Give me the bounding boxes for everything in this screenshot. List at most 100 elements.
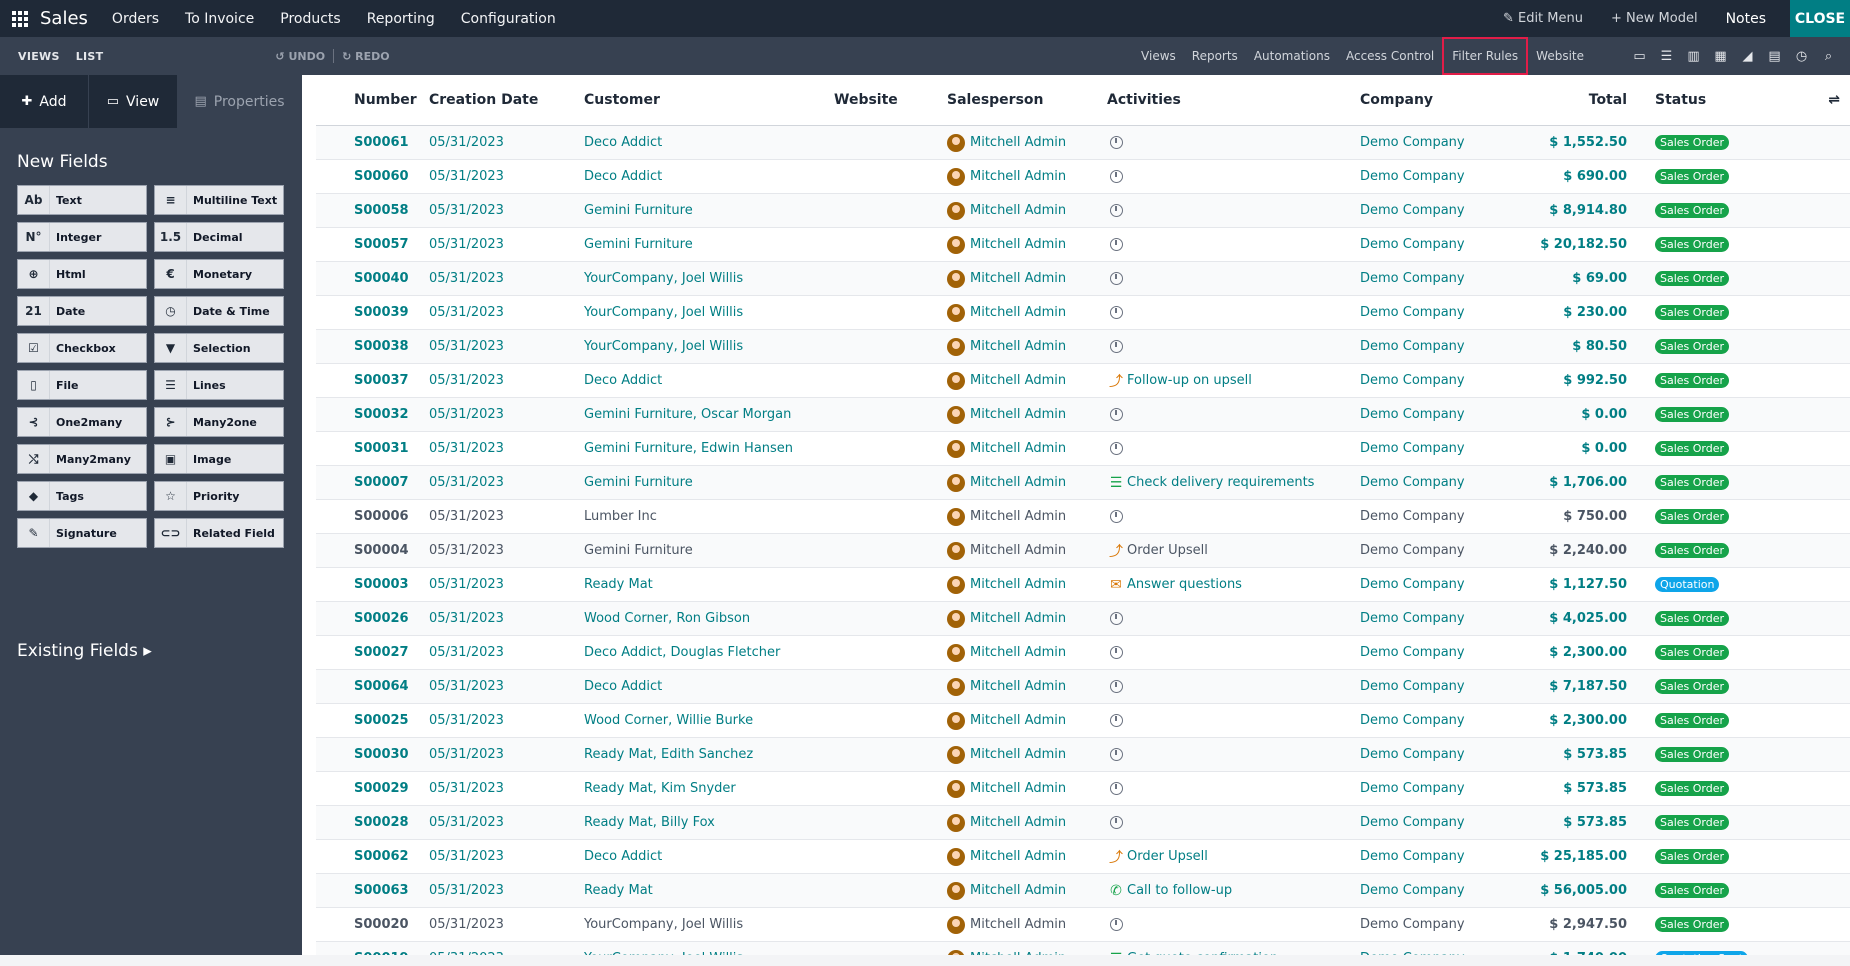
clock-icon[interactable]: [1110, 612, 1123, 625]
table-row[interactable]: S00028 05/31/2023 Ready Mat, Billy Fox Mitc…: [316, 806, 1850, 840]
table-row[interactable]: S00029 05/31/2023 Ready Mat, Kim Snyder Mit…: [316, 772, 1850, 806]
clock-icon[interactable]: [1110, 442, 1123, 455]
field-checkbox-button[interactable]: ☑ Checkbox: [17, 333, 147, 363]
app-brand[interactable]: Sales: [40, 8, 88, 29]
kanban-view-icon[interactable]: ▥: [1687, 48, 1700, 64]
graph-view-icon[interactable]: ◢: [1742, 48, 1753, 64]
table-row[interactable]: S00004 05/31/2023 Gemini Furniture Mitchell…: [316, 534, 1850, 568]
clock-icon[interactable]: [1110, 306, 1123, 319]
menu-to-invoice[interactable]: To Invoice: [185, 10, 255, 27]
clock-icon[interactable]: [1110, 340, 1123, 353]
table-row[interactable]: S00058 05/31/2023 Gemini Furniture Mitchell…: [316, 194, 1850, 228]
clock-icon[interactable]: [1110, 646, 1123, 659]
notes-button[interactable]: Notes: [1725, 10, 1766, 27]
activity-summary[interactable]: Answer questions: [1127, 577, 1242, 592]
menu-orders[interactable]: Orders: [111, 10, 160, 27]
field-selection-button[interactable]: ▼ Selection: [154, 333, 284, 363]
field-many2many-button[interactable]: ⤭ Many2many: [17, 444, 147, 474]
search-view-icon[interactable]: ⌕: [1824, 48, 1833, 64]
header-creation-date[interactable]: Creation Date: [429, 92, 539, 108]
menu-products[interactable]: Products: [280, 10, 341, 27]
clock-icon[interactable]: [1110, 748, 1123, 761]
field-monetary-button[interactable]: € Monetary: [154, 259, 284, 289]
field-many2one-button[interactable]: ⊱ Many2one: [154, 407, 284, 437]
activity-summary[interactable]: Order Upsell: [1127, 543, 1208, 558]
pivot-view-icon[interactable]: ▤: [1768, 48, 1781, 64]
clock-icon[interactable]: [1110, 782, 1123, 795]
undo-button[interactable]: ↺ UNDO: [275, 50, 325, 63]
form-view-icon[interactable]: ▭: [1633, 48, 1646, 64]
clock-icon[interactable]: [1110, 136, 1123, 149]
edit-menu-link[interactable]: ✎ Edit Menu: [1503, 11, 1583, 26]
table-row[interactable]: S00064 05/31/2023 Deco Addict Mitchell Admi…: [316, 670, 1850, 704]
activity-view-icon[interactable]: ◷: [1795, 48, 1808, 64]
tab-website[interactable]: Website: [1536, 49, 1584, 63]
apps-menu-button[interactable]: [0, 0, 40, 37]
phone-activity-icon[interactable]: ✆: [1110, 883, 1122, 898]
field-tags-button[interactable]: ◆ Tags: [17, 481, 147, 511]
table-row[interactable]: S00025 05/31/2023 Wood Corner, Willie Burk…: [316, 704, 1850, 738]
clock-icon[interactable]: [1110, 272, 1123, 285]
up-activity-icon[interactable]: ⤴: [1109, 543, 1123, 559]
field-one2many-button[interactable]: ⊰ One2many: [17, 407, 147, 437]
menu-configuration[interactable]: Configuration: [460, 10, 556, 27]
header-company[interactable]: Company: [1360, 92, 1434, 108]
close-button[interactable]: CLOSE: [1790, 0, 1850, 37]
table-row[interactable]: S00061 05/31/2023 Deco Addict Mitchell Admi…: [316, 126, 1850, 160]
table-row[interactable]: S00060 05/31/2023 Deco Addict Mitchell Admi…: [316, 160, 1850, 194]
header-customer[interactable]: Customer: [584, 92, 660, 108]
activity-summary[interactable]: Check delivery requirements: [1127, 475, 1315, 490]
table-row[interactable]: S00038 05/31/2023 YourCompany, Joel Willis…: [316, 330, 1850, 364]
table-row[interactable]: S00003 05/31/2023 Ready Mat Mitchell Admin ✉…: [316, 568, 1850, 602]
mail-activity-icon[interactable]: ✉: [1110, 577, 1122, 592]
field-html-button[interactable]: ⊕ Html: [17, 259, 147, 289]
breadcrumb-views[interactable]: VIEWS: [18, 49, 60, 63]
table-row[interactable]: S00062 05/31/2023 Deco Addict Mitchell Admi…: [316, 840, 1850, 874]
activity-summary[interactable]: Get quote confirmation: [1127, 951, 1278, 955]
field-file-button[interactable]: ▯ File: [17, 370, 147, 400]
clock-icon[interactable]: [1110, 680, 1123, 693]
tab-automations[interactable]: Automations: [1253, 49, 1330, 63]
clock-icon[interactable]: [1110, 816, 1123, 829]
up-activity-icon[interactable]: ⤴: [1109, 373, 1123, 389]
clock-icon[interactable]: [1110, 408, 1123, 421]
tab-views[interactable]: Views: [1141, 49, 1176, 63]
calendar-view-icon[interactable]: ▦: [1714, 48, 1727, 64]
sidebar-tab-view[interactable]: ▭ View: [88, 75, 177, 128]
activity-summary[interactable]: Follow-up on upsell: [1127, 373, 1252, 388]
field-multiline-text-button[interactable]: ≡ Multiline Text: [154, 185, 284, 215]
table-row[interactable]: S00037 05/31/2023 Deco Addict Mitchell Admi…: [316, 364, 1850, 398]
tab-reports[interactable]: Reports: [1191, 49, 1238, 63]
clock-icon[interactable]: [1110, 714, 1123, 727]
new-model-link[interactable]: + New Model: [1611, 11, 1698, 26]
sidebar-tab-properties[interactable]: ▤ Properties: [177, 75, 302, 128]
field-date-time-button[interactable]: ◷ Date & Time: [154, 296, 284, 326]
list-view-icon[interactable]: ☰: [1660, 48, 1673, 64]
field-image-button[interactable]: ▣ Image: [154, 444, 284, 474]
header-status[interactable]: Status: [1655, 92, 1707, 108]
table-row[interactable]: S00027 05/31/2023 Deco Addict, Douglas Fle…: [316, 636, 1850, 670]
field-lines-button[interactable]: ☰ Lines: [154, 370, 284, 400]
table-row[interactable]: S00006 05/31/2023 Lumber Inc Mitchell Admin…: [316, 500, 1850, 534]
optional-columns-icon[interactable]: ⇌: [1828, 92, 1840, 108]
list-activity-icon[interactable]: ☰: [1107, 951, 1125, 955]
table-row[interactable]: S00020 05/31/2023 YourCompany, Joel Willis…: [316, 908, 1850, 942]
tab-access-control[interactable]: Access Control: [1345, 49, 1435, 63]
activity-summary[interactable]: Order Upsell: [1127, 849, 1208, 864]
list-activity-icon[interactable]: ☰: [1109, 475, 1123, 490]
header-salesperson[interactable]: Salesperson: [947, 92, 1044, 108]
activity-summary[interactable]: Call to follow-up: [1127, 883, 1233, 898]
clock-icon[interactable]: [1110, 918, 1123, 931]
clock-icon[interactable]: [1110, 238, 1123, 251]
header-website[interactable]: Website: [834, 92, 898, 108]
field-related-field-button[interactable]: ⊂⊃ Related Field: [154, 518, 284, 548]
table-row[interactable]: S00007 05/31/2023 Gemini Furniture Mitchell…: [316, 466, 1850, 500]
header-total[interactable]: Total: [1588, 92, 1627, 108]
table-row[interactable]: S00040 05/31/2023 YourCompany, Joel Willis…: [316, 262, 1850, 296]
table-row[interactable]: S00063 05/31/2023 Ready Mat Mitchell Admin ✆…: [316, 874, 1850, 908]
field-priority-button[interactable]: ☆ Priority: [154, 481, 284, 511]
field-text-button[interactable]: Ab Text: [17, 185, 147, 215]
field-decimal-button[interactable]: 1.5 Decimal: [154, 222, 284, 252]
existing-fields-toggle[interactable]: Existing Fields ▸: [17, 641, 152, 661]
